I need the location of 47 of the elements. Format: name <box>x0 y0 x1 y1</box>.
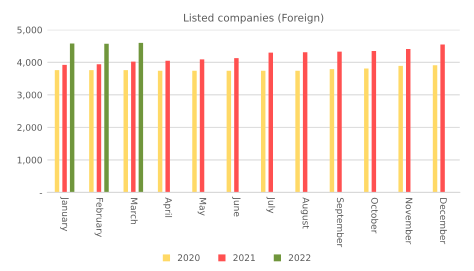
bar <box>138 42 144 192</box>
bar <box>226 70 232 192</box>
bar <box>89 70 94 192</box>
legend-label: 2020 <box>178 254 200 262</box>
bar <box>192 70 197 192</box>
x-tick-label: December <box>440 198 447 244</box>
x-tick-label: February <box>94 198 104 238</box>
y-tick-label: 4,000 <box>17 59 42 67</box>
legend-label: 2021 <box>233 254 255 262</box>
x-tick-label: August <box>300 197 310 229</box>
x-tick-label: July <box>266 196 276 214</box>
bar <box>260 70 266 192</box>
x-tick-label: November <box>406 198 413 244</box>
y-tick-label: 5,000 <box>17 26 42 34</box>
bar <box>200 59 204 192</box>
bar <box>158 70 162 192</box>
y-tick-label: 1,000 <box>18 156 42 164</box>
bar <box>234 58 239 192</box>
bar <box>302 52 308 192</box>
bar <box>165 60 170 192</box>
y-tick-label: - <box>40 193 42 194</box>
x-tick-label: October <box>371 198 378 234</box>
x-tick-label: June <box>232 196 240 216</box>
bar <box>440 44 445 192</box>
bar <box>124 70 128 192</box>
x-tick-label: September <box>335 198 344 248</box>
bar <box>62 64 67 192</box>
bar <box>330 69 334 192</box>
bar <box>54 70 60 192</box>
x-tick-label: March <box>130 198 138 224</box>
bar <box>295 70 300 192</box>
bar <box>364 68 369 192</box>
bar <box>372 50 376 192</box>
bar <box>398 66 403 192</box>
legend-label: 2022 <box>288 254 310 262</box>
bar <box>131 62 136 192</box>
bar <box>70 43 74 192</box>
y-tick-label: 3,000 <box>17 92 42 100</box>
y-tick-label: 2,000 <box>17 124 42 132</box>
x-tick-label: January <box>60 196 69 232</box>
x-tick-label: May <box>198 198 206 216</box>
bar <box>432 65 438 192</box>
x-tick-label: April <box>163 197 172 218</box>
bar <box>96 64 102 192</box>
bar <box>268 52 274 192</box>
bar <box>406 48 410 192</box>
chart-title: Listed companies (Foreign) <box>184 14 324 24</box>
